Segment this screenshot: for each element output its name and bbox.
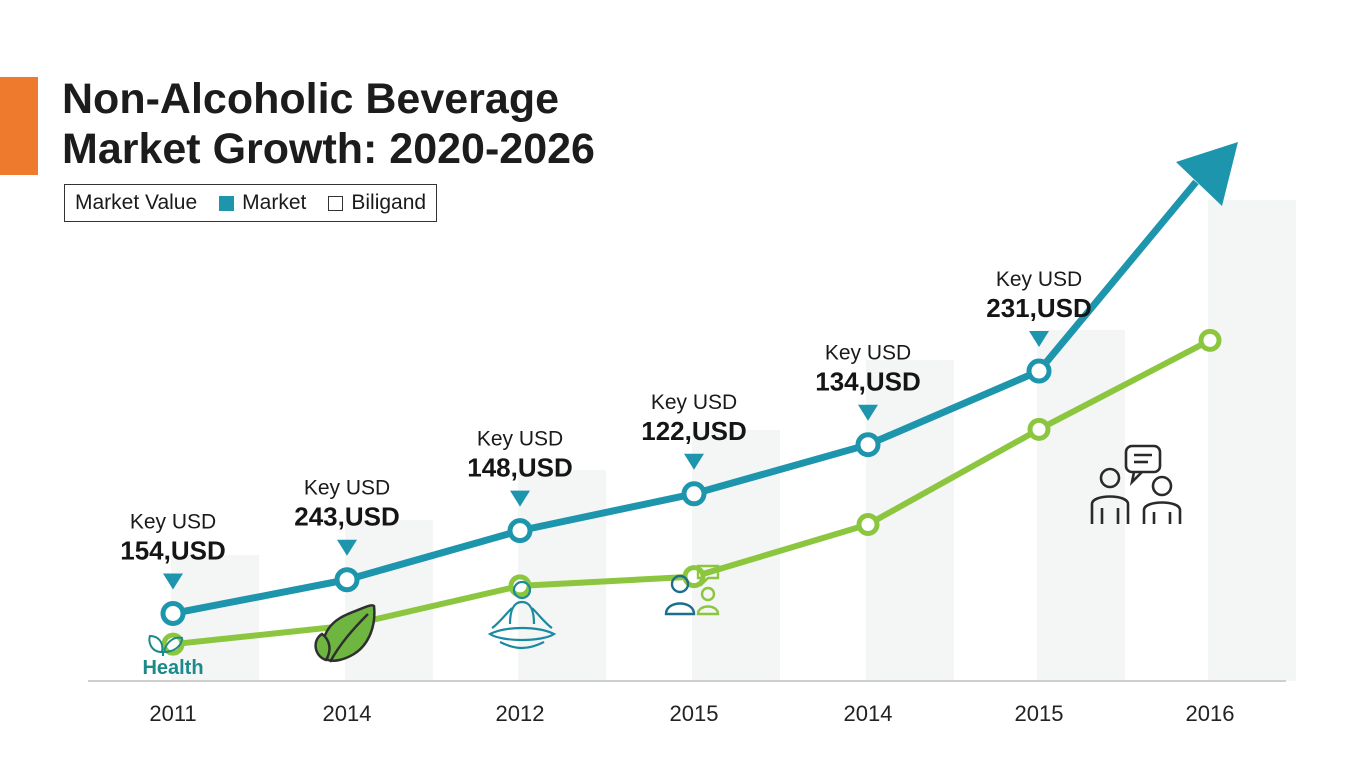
- people-chat-icon-small: [664, 564, 720, 616]
- people-chat-icon: [1090, 444, 1182, 524]
- legend: Market Value Market Biligand: [64, 184, 438, 222]
- annotation-value: 154,USD: [120, 535, 226, 565]
- legend-label-biligand: Biligand: [351, 191, 427, 214]
- x-tick-label: 2015: [670, 701, 719, 726]
- meditation-icon: [487, 580, 557, 650]
- annotation-label: Key USD: [304, 477, 390, 500]
- legend-label-market: Market: [242, 191, 307, 214]
- x-tick-label: 2012: [496, 701, 545, 726]
- trend-arrowhead: [1176, 142, 1238, 206]
- annotation-marker: [858, 404, 878, 421]
- annotation-marker: [510, 490, 530, 507]
- annotation-label: Key USD: [996, 268, 1082, 291]
- health-label: Health: [142, 657, 203, 679]
- chart-title: Non-Alcoholic Beverage Market Growth: 20…: [62, 74, 595, 174]
- annotation-value: 134,USD: [815, 367, 921, 397]
- x-tick-label: 2014: [323, 701, 372, 726]
- health-leaf-icon: [148, 634, 184, 656]
- legend-swatch-biligand: [328, 195, 344, 211]
- legend-title: Market Value: [75, 191, 198, 214]
- annotation-value: 148,USD: [467, 453, 573, 483]
- annotation-label: Key USD: [477, 428, 563, 451]
- data-point-biligand: [1027, 417, 1051, 441]
- annotation-marker: [163, 573, 183, 590]
- title-line-1: Non-Alcoholic Beverage: [62, 75, 559, 123]
- data-point-market: [1026, 358, 1052, 384]
- annotation-value: 122,USD: [641, 416, 747, 446]
- data-point-biligand: [1198, 328, 1222, 352]
- background-column: [1208, 200, 1296, 681]
- annotation-label: Key USD: [825, 342, 911, 365]
- title-line-2: Market Growth: 2020-2026: [62, 125, 595, 173]
- background-column: [518, 470, 606, 681]
- x-tick-label: 2011: [149, 701, 196, 726]
- annotation-label: Key USD: [130, 510, 216, 533]
- data-point-market: [681, 481, 707, 507]
- x-axis-ticks: 2011 2014 2012 2015 2014 2015 2016: [149, 701, 1234, 726]
- data-point-market: [507, 518, 533, 544]
- background-column: [1037, 330, 1125, 681]
- background-column: [171, 555, 259, 681]
- title-accent-bar: [0, 77, 38, 175]
- annotation-label: Key USD: [651, 391, 737, 414]
- x-tick-label: 2016: [1186, 701, 1235, 726]
- annotation-marker: [337, 539, 357, 556]
- x-tick-label: 2015: [1015, 701, 1064, 726]
- background-column: [345, 520, 433, 681]
- annotation-marker: [1029, 331, 1049, 348]
- data-point-market: [334, 567, 360, 593]
- annotation-marker: [684, 453, 704, 470]
- data-point-market: [160, 600, 186, 626]
- data-point-market: [855, 432, 881, 458]
- leaf-icon: [314, 604, 376, 663]
- legend-swatch-market: [219, 195, 235, 211]
- background-columns: [171, 200, 1296, 681]
- annotation-value: 243,USD: [294, 502, 400, 532]
- annotation-value: 231,USD: [986, 293, 1092, 323]
- x-tick-label: 2014: [844, 701, 893, 726]
- data-point-biligand: [856, 512, 880, 536]
